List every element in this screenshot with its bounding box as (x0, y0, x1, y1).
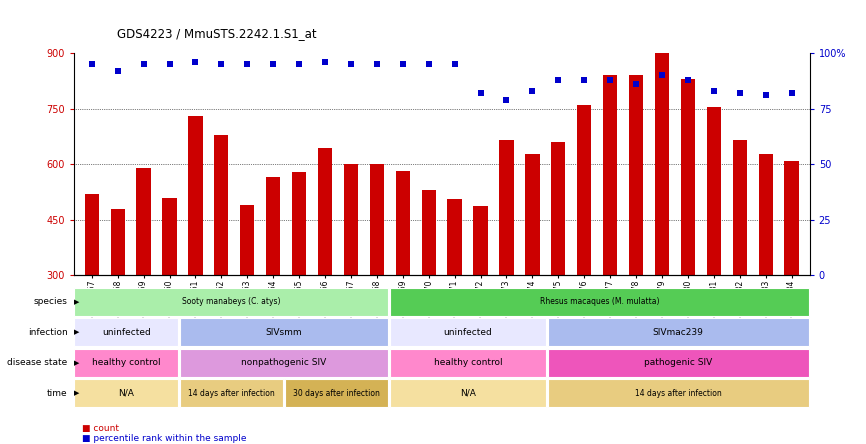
Bar (785, 161, 798, 386)
Text: Sooty manabeys (C. atys): Sooty manabeys (C. atys) (182, 297, 281, 306)
Bar (474, 206, 488, 386)
Point (318, 59, 332, 66)
Point (500, 96, 514, 103)
Point (111, 67, 125, 75)
Point (189, 59, 203, 66)
Bar (759, 154, 772, 386)
Bar (526, 154, 540, 386)
Point (163, 61, 177, 68)
Text: SIVmac239: SIVmac239 (653, 328, 704, 337)
Point (137, 61, 151, 68)
Text: healthy control: healthy control (434, 358, 502, 367)
Text: pathogenic SIV: pathogenic SIV (644, 358, 713, 367)
Bar (733, 140, 746, 386)
Text: SIVsmm: SIVsmm (266, 328, 302, 337)
Point (292, 61, 306, 68)
Bar (681, 79, 695, 386)
Bar (240, 205, 255, 386)
Text: ▶: ▶ (74, 329, 79, 335)
Point (681, 76, 695, 83)
Point (629, 81, 643, 88)
Text: healthy control: healthy control (92, 358, 160, 367)
Bar (707, 107, 721, 386)
Point (526, 87, 540, 95)
Bar (137, 168, 151, 386)
Text: time: time (47, 388, 68, 398)
Point (604, 76, 617, 83)
Text: uninfected: uninfected (102, 328, 151, 337)
Point (552, 76, 565, 83)
Text: N/A: N/A (119, 388, 134, 398)
Bar (551, 142, 565, 386)
Bar (577, 105, 591, 386)
Bar (448, 199, 462, 386)
Bar (292, 172, 307, 386)
Text: 14 days after infection: 14 days after infection (635, 388, 721, 398)
Bar (344, 164, 358, 386)
Text: ▶: ▶ (74, 360, 79, 366)
Text: infection: infection (28, 328, 68, 337)
Bar (111, 210, 125, 386)
Point (422, 61, 436, 68)
Bar (85, 194, 99, 386)
Bar (655, 39, 669, 386)
Point (396, 61, 410, 68)
Point (241, 61, 255, 68)
Bar (163, 198, 177, 386)
Text: ▶: ▶ (74, 299, 79, 305)
Point (448, 61, 462, 68)
Text: species: species (34, 297, 68, 306)
Point (733, 90, 746, 97)
Bar (396, 170, 410, 386)
Point (759, 92, 772, 99)
Bar (188, 116, 203, 386)
Text: 14 days after infection: 14 days after infection (188, 388, 275, 398)
Point (655, 72, 669, 79)
Text: ■ percentile rank within the sample: ■ percentile rank within the sample (82, 434, 247, 443)
Point (785, 90, 798, 97)
Bar (318, 147, 333, 386)
Text: disease state: disease state (7, 358, 68, 367)
Text: 30 days after infection: 30 days after infection (293, 388, 380, 398)
Point (370, 61, 384, 68)
Bar (500, 140, 514, 386)
Point (215, 61, 229, 68)
Text: Rhesus macaques (M. mulatta): Rhesus macaques (M. mulatta) (540, 297, 659, 306)
Bar (422, 190, 436, 386)
Point (344, 61, 358, 68)
Bar (603, 75, 617, 386)
Text: nonpathogenic SIV: nonpathogenic SIV (242, 358, 326, 367)
Bar (214, 135, 229, 386)
Text: N/A: N/A (460, 388, 476, 398)
Bar (629, 75, 643, 386)
Bar (370, 164, 384, 386)
Point (474, 90, 488, 97)
Bar (266, 177, 281, 386)
Text: uninfected: uninfected (443, 328, 493, 337)
Text: ▶: ▶ (74, 390, 79, 396)
Point (85, 61, 99, 68)
Text: GDS4223 / MmuSTS.2242.1.S1_at: GDS4223 / MmuSTS.2242.1.S1_at (117, 27, 317, 40)
Text: ■ count: ■ count (82, 424, 120, 433)
Point (266, 61, 280, 68)
Point (707, 87, 721, 95)
Point (578, 76, 591, 83)
